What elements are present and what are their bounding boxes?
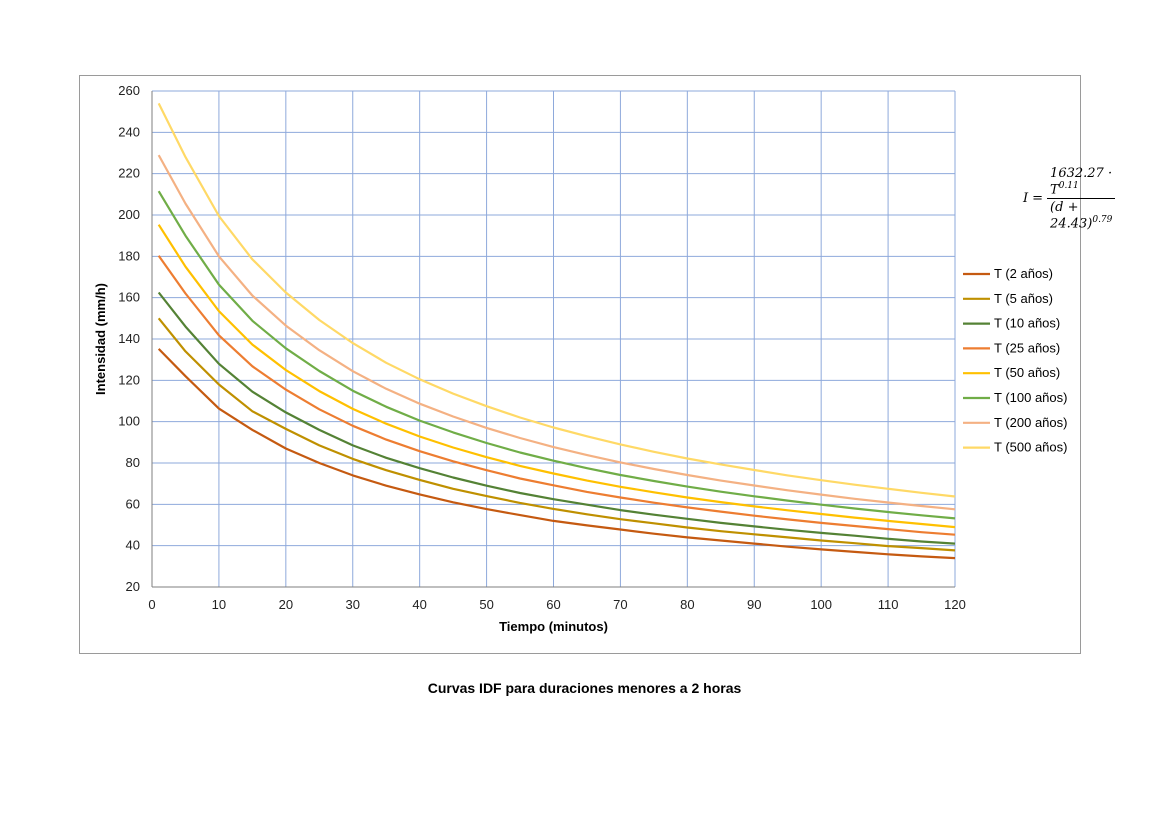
y-tick-label: 120 <box>118 372 140 387</box>
denominator-base: (d + 24.43) <box>1050 200 1093 232</box>
y-tick-label: 200 <box>118 207 140 222</box>
y-tick-label: 220 <box>118 166 140 181</box>
series-line <box>157 102 956 498</box>
series-line <box>157 255 956 536</box>
x-tick-label: 20 <box>279 597 293 612</box>
series-line <box>157 190 956 520</box>
y-tick-label: 60 <box>126 496 140 511</box>
x-tick-label: 70 <box>613 597 627 612</box>
formula-numerator: 1632.27 · T0.11 <box>1047 166 1116 200</box>
x-axis-title: Tiempo (minutos) <box>499 619 608 634</box>
legend-label: T (10 años) <box>994 316 1060 331</box>
x-tick-label: 10 <box>212 597 226 612</box>
y-tick-label: 260 <box>118 83 140 98</box>
y-tick-label: 100 <box>118 414 140 429</box>
numerator-base: 1632.27 · T <box>1050 166 1113 198</box>
formula-denominator: (d + 24.43)0.79 <box>1047 199 1115 231</box>
x-tick-label: 40 <box>412 597 426 612</box>
legend-label: T (5 años) <box>994 291 1053 306</box>
series-line <box>157 154 956 511</box>
y-tick-label: 40 <box>126 538 140 553</box>
series-line <box>157 317 956 552</box>
grid <box>151 90 956 588</box>
x-tick-label: 50 <box>479 597 493 612</box>
y-tick-label: 80 <box>126 455 140 470</box>
legend-label: T (2 años) <box>994 266 1053 281</box>
y-tick-label: 140 <box>118 331 140 346</box>
y-tick-label: 240 <box>118 124 140 139</box>
y-tick-label: 180 <box>118 248 140 263</box>
legend-label: T (200 años) <box>994 415 1067 430</box>
x-tick-label: 110 <box>878 597 899 612</box>
legend-label: T (100 años) <box>994 390 1067 405</box>
series-line <box>157 224 956 529</box>
y-tick-label: 160 <box>118 290 140 305</box>
legend-label: T (50 años) <box>994 365 1060 380</box>
series-line <box>157 291 956 545</box>
x-tick-label: 60 <box>546 597 560 612</box>
x-tick-label: 80 <box>680 597 694 612</box>
numerator-exponent: 0.11 <box>1058 181 1079 191</box>
figure-caption: Curvas IDF para duraciones menores a 2 h… <box>427 680 742 696</box>
series-line <box>157 348 956 560</box>
y-tick-label: 20 <box>126 579 140 594</box>
idf-chart: 0 10 20 30 40 50 60 70 80 90 100 110 120 20 40 60 80 100 1… <box>93 83 1067 634</box>
legend-label: T (500 años) <box>994 440 1067 455</box>
axes: 0 10 20 30 40 50 60 70 80 90 100 110 120 20 40 60 80 100 1… <box>118 83 966 612</box>
denominator-exponent: 0.79 <box>1092 215 1113 226</box>
x-tick-label: 30 <box>346 597 360 612</box>
series-lines <box>157 102 956 560</box>
legend-label: T (25 años) <box>994 340 1060 355</box>
x-tick-label: 100 <box>810 597 832 612</box>
chart-frame: 0 10 20 30 40 50 60 70 80 90 100 110 120 20 40 60 80 100 1… <box>79 75 1116 654</box>
legend: T (2 años) T (5 años) T (10 años) T (25 año… <box>963 266 1067 455</box>
idf-formula: I = 1632.27 · T0.11 (d + 24.43)0.79 <box>1023 166 1116 232</box>
y-axis-title: Intensidad (mm/h) <box>93 283 108 395</box>
x-tick-label: 90 <box>747 597 761 612</box>
formula-lhs: I <box>1023 191 1029 207</box>
formula-eq: = <box>1032 191 1044 207</box>
x-tick-label: 120 <box>944 597 966 612</box>
formula-fraction: 1632.27 · T0.11 (d + 24.43)0.79 <box>1047 166 1116 232</box>
x-tick-label: 0 <box>148 597 155 612</box>
